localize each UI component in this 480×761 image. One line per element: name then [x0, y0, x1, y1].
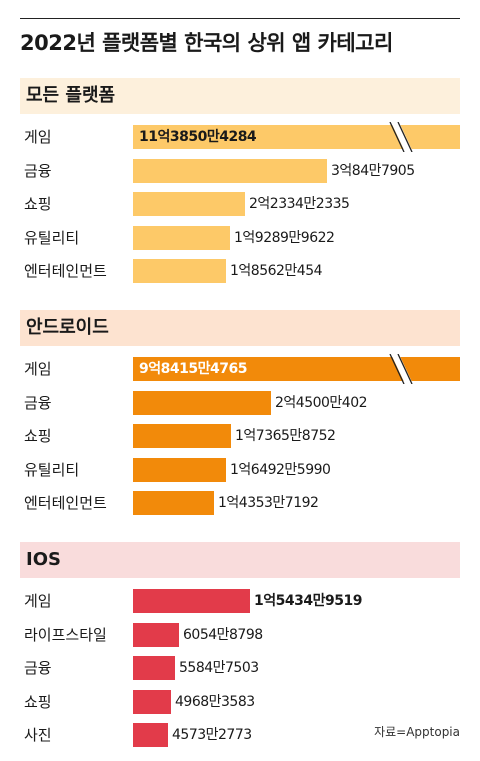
bar	[133, 390, 271, 415]
category-label: 쇼핑	[24, 692, 52, 711]
category-label: 엔터테인먼트	[24, 494, 107, 512]
bar	[133, 259, 226, 283]
bar	[133, 589, 250, 613]
bar	[133, 192, 245, 216]
value-label: 4573만2773	[172, 727, 252, 743]
value-label: 1억7365만8752	[235, 428, 336, 444]
bar	[133, 656, 175, 680]
bar	[133, 457, 226, 482]
section-title: 모든 플랫폼	[20, 78, 460, 114]
category-label: 게임	[24, 592, 52, 610]
title-rule	[20, 18, 460, 19]
value-label: 11억3850만4284	[139, 129, 257, 145]
bar	[133, 424, 231, 448]
category-label: 쇼핑	[24, 195, 52, 213]
bar	[133, 723, 168, 747]
value-label: 1억9289만9622	[234, 229, 335, 246]
value-label: 3억84만7905	[331, 162, 415, 179]
category-label: 금융	[24, 659, 52, 677]
source-note: 자료=Apptopia	[374, 725, 460, 739]
section-title: IOS	[20, 542, 460, 578]
category-label: 게임	[24, 128, 52, 146]
category-label: 금융	[24, 161, 52, 180]
value-label: 6054만8798	[183, 626, 263, 643]
section-title: 안드로이드	[20, 310, 460, 346]
category-label: 사진	[24, 726, 52, 744]
axis-break-icon	[389, 122, 413, 152]
value-label: 5584만7503	[179, 660, 259, 676]
page-title: 2022년 플랫폼별 한국의 상위 앱 카테고리	[20, 31, 393, 55]
category-label: 금융	[24, 393, 52, 412]
value-label: 1억6492만5990	[230, 461, 331, 478]
category-label: 라이프스타일	[24, 625, 107, 644]
bar	[133, 689, 171, 714]
value-label: 1억4353만7192	[218, 495, 319, 511]
bar	[133, 622, 179, 647]
value-label: 2억4500만402	[275, 394, 368, 411]
value-label: 4968만3583	[175, 693, 255, 710]
category-label: 엔터테인먼트	[24, 262, 107, 280]
value-label: 9억8415만4765	[139, 361, 247, 377]
category-label: 게임	[24, 360, 52, 378]
bar	[133, 158, 327, 183]
category-label: 유틸리티	[24, 460, 80, 479]
bar	[133, 225, 230, 250]
value-label: 2억2334만2335	[249, 196, 350, 212]
category-label: 쇼핑	[24, 427, 52, 445]
bar	[133, 491, 214, 515]
axis-break-icon	[389, 354, 413, 384]
value-label: 1억8562만454	[230, 263, 323, 279]
category-label: 유틸리티	[24, 228, 80, 247]
value-label: 1억5434만9519	[254, 593, 362, 609]
